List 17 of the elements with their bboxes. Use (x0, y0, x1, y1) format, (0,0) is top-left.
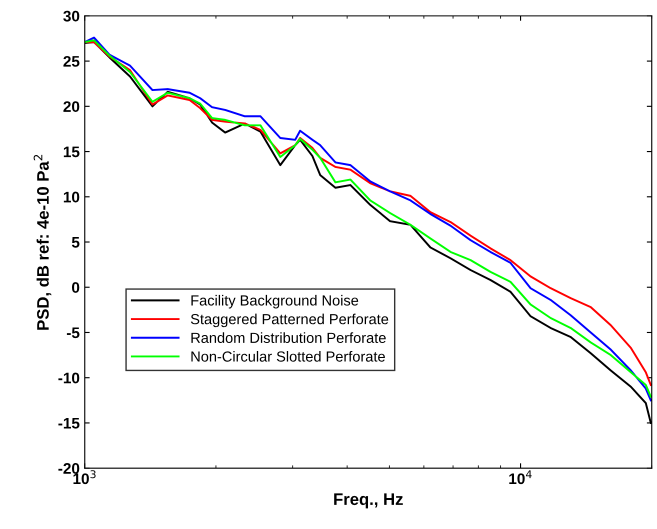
y-tick-label: -5 (66, 328, 80, 338)
y-tick-label: -10 (58, 372, 80, 384)
y-axis-title: PSD, dB ref: 4e-10 Pa$^{2}$ (34, 154, 52, 330)
y-tick-label: 30 (63, 10, 80, 22)
y-tick-label: -15 (58, 418, 80, 429)
y-tick-label: 25 (63, 56, 80, 67)
y-tick-label: 5 (72, 237, 80, 248)
legend-label: Random Distribution Perforate (191, 332, 386, 343)
y-tick-label: 10 (64, 192, 80, 202)
x-tick-label: 10$^{4}$ (509, 470, 532, 484)
legend-label: Non-Circular Slotted Perforate (191, 350, 385, 362)
x-axis-title: Freq., Hz (334, 493, 403, 508)
legend-label: Staggered Patterned Perforate (190, 314, 388, 328)
legend-label: Facility Background Noise (191, 294, 358, 308)
y-tick-label: 20 (63, 101, 80, 112)
y-tick-label: 15 (64, 146, 80, 158)
y-tick-label: 0 (72, 282, 80, 293)
